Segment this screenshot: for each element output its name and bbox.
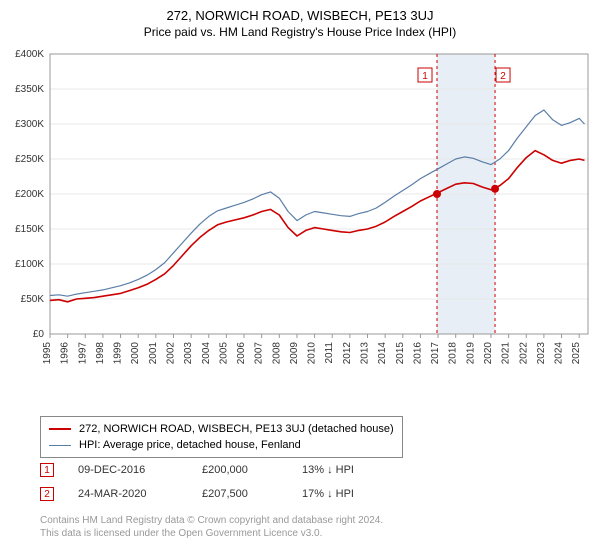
svg-text:2022: 2022 [518, 342, 529, 365]
svg-text:2025: 2025 [571, 342, 582, 365]
svg-text:£0: £0 [33, 329, 45, 340]
sales-table: 1 09-DEC-2016 £200,000 13% ↓ HPI 2 24-MA… [40, 460, 412, 508]
svg-text:2000: 2000 [130, 342, 141, 365]
svg-text:£250K: £250K [15, 154, 44, 165]
svg-text:2018: 2018 [448, 342, 459, 365]
footer-attribution: Contains HM Land Registry data © Crown c… [40, 514, 383, 540]
legend-item-property: 272, NORWICH ROAD, WISBECH, PE13 3UJ (de… [49, 421, 394, 437]
legend-label-hpi: HPI: Average price, detached house, Fenl… [79, 437, 301, 453]
legend-label-property: 272, NORWICH ROAD, WISBECH, PE13 3UJ (de… [79, 421, 394, 437]
svg-text:2014: 2014 [377, 342, 388, 365]
svg-text:2019: 2019 [465, 342, 476, 365]
svg-text:2024: 2024 [554, 342, 565, 365]
legend-item-hpi: HPI: Average price, detached house, Fenl… [49, 437, 394, 453]
sale-price-2: £207,500 [202, 488, 302, 500]
svg-text:1997: 1997 [77, 342, 88, 365]
svg-text:2012: 2012 [342, 342, 353, 365]
svg-text:£150K: £150K [15, 224, 44, 235]
sale-delta-1: 13% ↓ HPI [302, 464, 412, 476]
svg-text:£350K: £350K [15, 84, 44, 95]
marker-badge-1: 1 [40, 463, 54, 477]
marker-badge-2: 2 [40, 487, 54, 501]
svg-text:2004: 2004 [201, 342, 212, 365]
chart-subtitle: Price paid vs. HM Land Registry's House … [0, 23, 600, 39]
sale-delta-2: 17% ↓ HPI [302, 488, 412, 500]
svg-text:1998: 1998 [95, 342, 106, 365]
svg-text:1995: 1995 [42, 342, 53, 365]
svg-text:£50K: £50K [21, 294, 45, 305]
footer-line-2: This data is licensed under the Open Gov… [40, 527, 383, 540]
chart-area: £0 £50K £100K £150K £200K £250K £300K £350K £400… [0, 46, 600, 406]
svg-text:£400K: £400K [15, 49, 44, 60]
svg-text:1996: 1996 [60, 342, 71, 365]
svg-text:1: 1 [422, 71, 428, 82]
svg-text:2023: 2023 [536, 342, 547, 365]
legend-swatch-property [49, 428, 71, 430]
line-chart-svg: £0 £50K £100K £150K £200K £250K £300K £350K £400… [0, 46, 600, 406]
svg-text:2003: 2003 [183, 342, 194, 365]
svg-text:2016: 2016 [412, 342, 423, 365]
svg-text:2013: 2013 [360, 342, 371, 365]
sale-date-1: 09-DEC-2016 [78, 464, 202, 476]
sale-price-1: £200,000 [202, 464, 302, 476]
legend-swatch-hpi [49, 445, 71, 446]
svg-text:1999: 1999 [113, 342, 124, 365]
svg-text:£200K: £200K [15, 189, 44, 200]
chart-container: 272, NORWICH ROAD, WISBECH, PE13 3UJ Pri… [0, 0, 600, 560]
svg-text:£100K: £100K [15, 259, 44, 270]
chart-title: 272, NORWICH ROAD, WISBECH, PE13 3UJ [0, 0, 600, 23]
svg-text:2020: 2020 [483, 342, 494, 365]
sale-row-1: 1 09-DEC-2016 £200,000 13% ↓ HPI [40, 460, 412, 480]
svg-text:2008: 2008 [271, 342, 282, 365]
svg-text:2002: 2002 [165, 342, 176, 365]
svg-text:2021: 2021 [501, 342, 512, 365]
sale-date-2: 24-MAR-2020 [78, 488, 202, 500]
svg-text:2011: 2011 [324, 342, 335, 364]
svg-text:2007: 2007 [254, 342, 265, 365]
svg-text:2015: 2015 [395, 342, 406, 365]
svg-text:£300K: £300K [15, 119, 44, 130]
svg-text:2017: 2017 [430, 342, 441, 365]
svg-text:2009: 2009 [289, 342, 300, 365]
svg-text:2010: 2010 [307, 342, 318, 365]
svg-text:2001: 2001 [148, 342, 159, 365]
footer-line-1: Contains HM Land Registry data © Crown c… [40, 514, 383, 527]
legend: 272, NORWICH ROAD, WISBECH, PE13 3UJ (de… [40, 416, 403, 458]
svg-text:2005: 2005 [218, 342, 229, 365]
svg-text:2: 2 [500, 71, 506, 82]
svg-text:2006: 2006 [236, 342, 247, 365]
sale-row-2: 2 24-MAR-2020 £207,500 17% ↓ HPI [40, 484, 412, 504]
